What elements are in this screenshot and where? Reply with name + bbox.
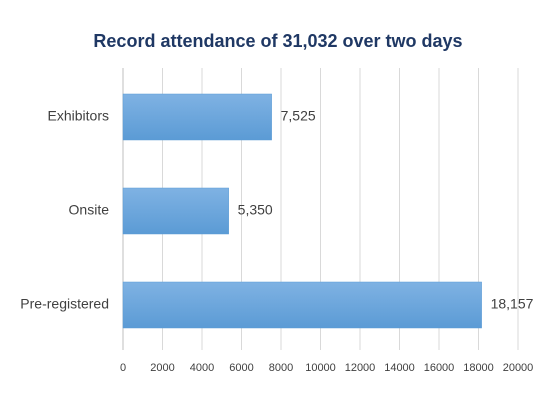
x-tick-label: 10000: [305, 362, 336, 374]
x-tick-label: 4000: [190, 362, 214, 374]
x-tick-label: 8000: [269, 362, 293, 374]
value-label: 5,350: [238, 202, 273, 218]
y-tick-label: Onsite: [69, 202, 110, 218]
bar: [122, 187, 229, 235]
x-tick-label: 2000: [150, 362, 174, 374]
value-label: 7,525: [281, 108, 316, 124]
y-tick-label: Exhibitors: [48, 108, 109, 124]
y-tick-label: Pre-registered: [20, 296, 109, 312]
bar: [122, 93, 272, 141]
x-tick-label: 0: [120, 362, 126, 374]
chart-title: Record attendance of 31,032 over two day…: [93, 31, 462, 51]
x-tick-label: 14000: [384, 362, 415, 374]
bar: [122, 281, 482, 329]
x-tick-label: 12000: [345, 362, 376, 374]
x-tick-label: 20000: [503, 362, 534, 374]
x-tick-label: 6000: [229, 362, 253, 374]
x-tick-label: 18000: [463, 362, 494, 374]
value-label: 18,157: [491, 296, 534, 312]
x-tick-label: 16000: [424, 362, 455, 374]
